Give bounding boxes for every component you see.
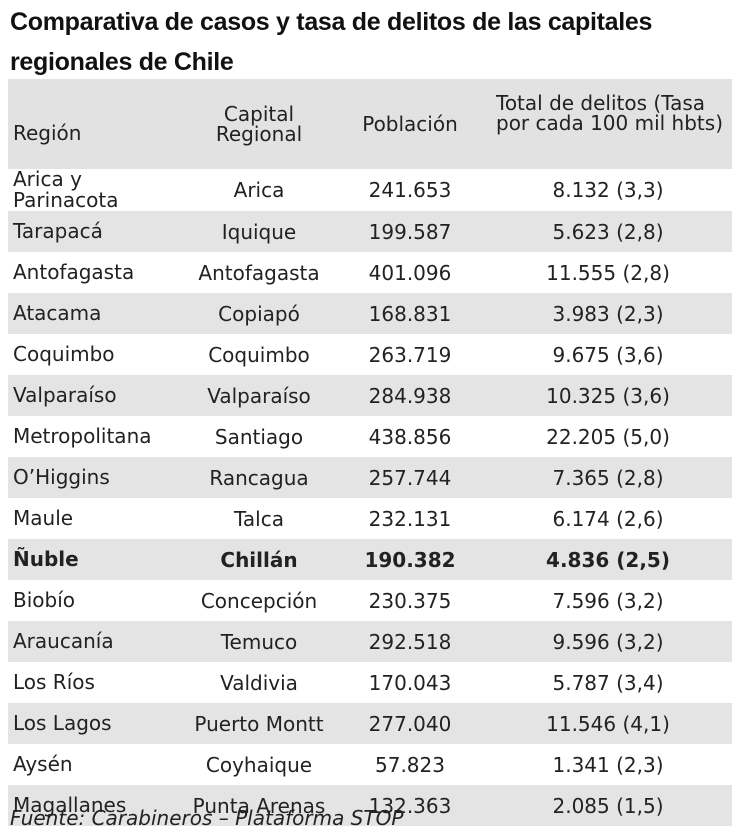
cell-delitos: 9.596 (3,2): [484, 621, 732, 662]
cell-capital: Coquimbo: [182, 334, 336, 375]
cell-delitos: 4.836 (2,5): [484, 539, 732, 580]
cell-capital: Iquique: [182, 211, 336, 252]
cell-region: Coquimbo: [8, 334, 182, 375]
cell-capital: Talca: [182, 498, 336, 539]
cell-capital: Punta Arenas: [182, 785, 336, 826]
cell-poblacion: 241.653: [336, 169, 484, 211]
table-row: Valparaíso Valparaíso 284.938 10.325 (3,6): [8, 375, 732, 416]
table-row: Arica y Parinacota Arica 241.653 8.132 (3,3…: [8, 169, 732, 211]
cell-delitos: 5.787 (3,4): [484, 662, 732, 703]
table-row: Metropolitana Santiago 438.856 22.205 (5,0): [8, 416, 732, 457]
table-body: Arica y Parinacota Arica 241.653 8.132 (3,3…: [8, 169, 732, 826]
cell-poblacion: 263.719: [336, 334, 484, 375]
cell-poblacion: 292.518: [336, 621, 484, 662]
table-row: Los Ríos Valdivia 170.043 5.787 (3,4): [8, 662, 732, 703]
cell-region: Maule: [8, 498, 182, 539]
table-row: Aysén Coyhaique 57.823 1.341 (2,3): [8, 744, 732, 785]
table-row: Araucanía Temuco 292.518 9.596 (3,2): [8, 621, 732, 662]
cell-capital: Temuco: [182, 621, 336, 662]
header-delitos: Total de delitos (Tasa por cada 100 mil …: [484, 79, 732, 169]
table-row: Biobío Concepción 230.375 7.596 (3,2): [8, 580, 732, 621]
cell-delitos: 6.174 (2,6): [484, 498, 732, 539]
cell-region: Antofagasta: [8, 252, 182, 293]
cell-capital: Santiago: [182, 416, 336, 457]
table-row: Magallanes Punta Arenas 132.363 2.085 (1,5): [8, 785, 732, 826]
document-title: Comparativa de casos y tasa de delitos d…: [10, 8, 653, 76]
cell-delitos: 11.546 (4,1): [484, 703, 732, 744]
cell-poblacion: 277.040: [336, 703, 484, 744]
table-row: Ñuble Chillán 190.382 4.836 (2,5): [8, 539, 732, 580]
table-row: Tarapacá Iquique 199.587 5.623 (2,8): [8, 211, 732, 252]
source-note: Fuente: Carabineros – Plataforma STOP: [10, 806, 404, 830]
cell-region: Metropolitana: [8, 416, 182, 457]
table-row: Antofagasta Antofagasta 401.096 11.555 (2,8…: [8, 252, 732, 293]
cell-capital: Chillán: [182, 539, 336, 580]
table-header-row: Región Capital Regional Población Total …: [8, 79, 732, 169]
cell-region: Los Lagos: [8, 703, 182, 744]
cell-poblacion: 170.043: [336, 662, 484, 703]
cell-delitos: 11.555 (2,8): [484, 252, 732, 293]
header-poblacion: Población: [336, 79, 484, 169]
cell-poblacion: 199.587: [336, 211, 484, 252]
cell-region: Aysén: [8, 744, 182, 785]
cell-region: O’Higgins: [8, 457, 182, 498]
crime-comparison-table: Región Capital Regional Población Total …: [8, 79, 732, 826]
table-row: Maule Talca 232.131 6.174 (2,6): [8, 498, 732, 539]
cell-delitos: 7.596 (3,2): [484, 580, 732, 621]
cell-poblacion: 168.831: [336, 293, 484, 334]
cell-delitos: 7.365 (2,8): [484, 457, 732, 498]
cell-delitos: 5.623 (2,8): [484, 211, 732, 252]
cell-capital: Coyhaique: [182, 744, 336, 785]
cell-region: Tarapacá: [8, 211, 182, 252]
cell-capital: Antofagasta: [182, 252, 336, 293]
cell-capital: Valparaíso: [182, 375, 336, 416]
cell-capital: Concepción: [182, 580, 336, 621]
cell-capital: Copiapó: [182, 293, 336, 334]
cell-delitos: 8.132 (3,3): [484, 169, 732, 211]
cell-capital: Rancagua: [182, 457, 336, 498]
cell-region: Ñuble: [8, 539, 182, 580]
cell-poblacion: 232.131: [336, 498, 484, 539]
table-row: O’Higgins Rancagua 257.744 7.365 (2,8): [8, 457, 732, 498]
cell-region: Magallanes: [8, 785, 182, 826]
table-row: Atacama Copiapó 168.831 3.983 (2,3): [8, 293, 732, 334]
cell-delitos: 9.675 (3,6): [484, 334, 732, 375]
table-row: Coquimbo Coquimbo 263.719 9.675 (3,6): [8, 334, 732, 375]
table-row: Los Lagos Puerto Montt 277.040 11.546 (4,1): [8, 703, 732, 744]
cell-region: Atacama: [8, 293, 182, 334]
cell-poblacion: 57.823: [336, 744, 484, 785]
cell-region: Los Ríos: [8, 662, 182, 703]
cell-delitos: 22.205 (5,0): [484, 416, 732, 457]
cell-poblacion: 230.375: [336, 580, 484, 621]
cell-delitos: 2.085 (1,5): [484, 785, 732, 826]
cell-delitos: 3.983 (2,3): [484, 293, 732, 334]
cell-capital: Valdivia: [182, 662, 336, 703]
cell-poblacion: 284.938: [336, 375, 484, 416]
header-region: Región: [8, 79, 182, 169]
header-capital: Capital Regional: [182, 79, 336, 169]
cell-capital: Arica: [182, 169, 336, 211]
cell-poblacion: 438.856: [336, 416, 484, 457]
cell-region: Valparaíso: [8, 375, 182, 416]
cell-delitos: 10.325 (3,6): [484, 375, 732, 416]
cell-poblacion: 190.382: [336, 539, 484, 580]
cell-poblacion: 132.363: [336, 785, 484, 826]
cell-region: Biobío: [8, 580, 182, 621]
cell-poblacion: 257.744: [336, 457, 484, 498]
cell-poblacion: 401.096: [336, 252, 484, 293]
cell-region: Arica y Parinacota: [8, 169, 182, 211]
cell-delitos: 1.341 (2,3): [484, 744, 732, 785]
cell-capital: Puerto Montt: [182, 703, 336, 744]
cell-region: Araucanía: [8, 621, 182, 662]
